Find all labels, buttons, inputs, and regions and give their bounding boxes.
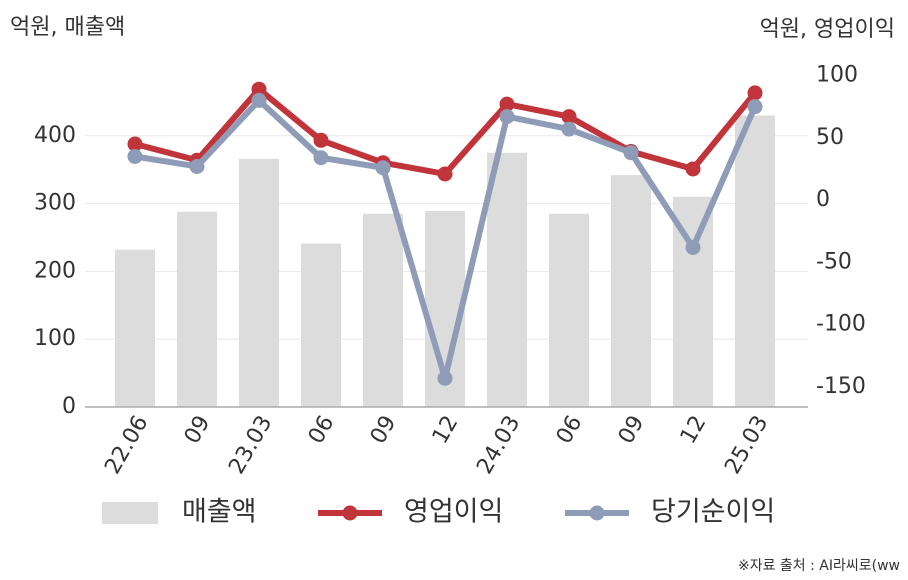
- point: [313, 150, 329, 166]
- y2-tick-label: -150: [816, 374, 866, 399]
- bar: [363, 213, 403, 407]
- point: [499, 109, 515, 125]
- point: [437, 370, 453, 386]
- legend-label: 영업이익: [404, 497, 503, 528]
- bar: [115, 249, 155, 407]
- legend-marker: [589, 505, 605, 521]
- bar: [301, 243, 341, 407]
- bar: [735, 115, 775, 408]
- x-tick-label: 12: [676, 412, 712, 449]
- x-tick-label: 09: [366, 412, 402, 449]
- x-tick-label: 24.03: [472, 412, 525, 479]
- legend-label: 당기순이익: [651, 497, 775, 528]
- point: [437, 166, 453, 182]
- bar: [487, 152, 527, 407]
- point: [499, 96, 515, 112]
- point: [375, 160, 391, 176]
- y-tick-label: 200: [34, 258, 76, 283]
- point: [685, 161, 701, 177]
- bar: [177, 211, 217, 407]
- y-tick-label: 0: [62, 394, 76, 419]
- point: [685, 239, 701, 255]
- lines: [127, 81, 763, 386]
- x-tick-label: 06: [304, 412, 340, 449]
- x-tick-label: 09: [180, 412, 216, 449]
- x-tick-label: 09: [614, 412, 650, 449]
- point: [561, 109, 577, 125]
- bar: [239, 158, 279, 407]
- point: [251, 81, 267, 97]
- legend-swatch: [102, 502, 158, 524]
- point: [313, 132, 329, 148]
- point: [747, 99, 763, 115]
- x-tick-label: 06: [552, 412, 588, 449]
- point: [189, 158, 205, 174]
- point: [561, 121, 577, 137]
- x-tick-label: 22.06: [100, 412, 153, 479]
- right-axis-unit: 억원, 영업이익: [760, 17, 895, 42]
- y2-tick-label: 100: [816, 62, 858, 87]
- bar: [611, 175, 651, 407]
- y-tick-label: 300: [34, 191, 76, 216]
- bars: [115, 115, 775, 408]
- x-tick-label: 23.03: [224, 412, 277, 479]
- point: [251, 92, 267, 108]
- source: ※자료 출처 : AI라씨로(ww: [738, 558, 900, 574]
- point: [127, 148, 143, 164]
- y-tick-label: 400: [34, 123, 76, 148]
- legend-marker: [342, 505, 358, 521]
- point: [747, 85, 763, 101]
- left-axis-unit: 억원, 매출액: [10, 15, 125, 40]
- x-tick-label: 25.03: [720, 412, 773, 479]
- y2-tick-label: 50: [816, 125, 844, 150]
- y-tick-label: 100: [34, 326, 76, 351]
- point: [127, 136, 143, 152]
- point: [623, 145, 639, 161]
- y2-tick-label: -50: [816, 249, 852, 274]
- bar: [549, 213, 589, 407]
- legend-label: 매출액: [182, 497, 257, 528]
- y2-tick-label: 0: [816, 187, 830, 212]
- x-tick-label: 12: [428, 412, 464, 449]
- y2-tick-label: -100: [816, 312, 866, 337]
